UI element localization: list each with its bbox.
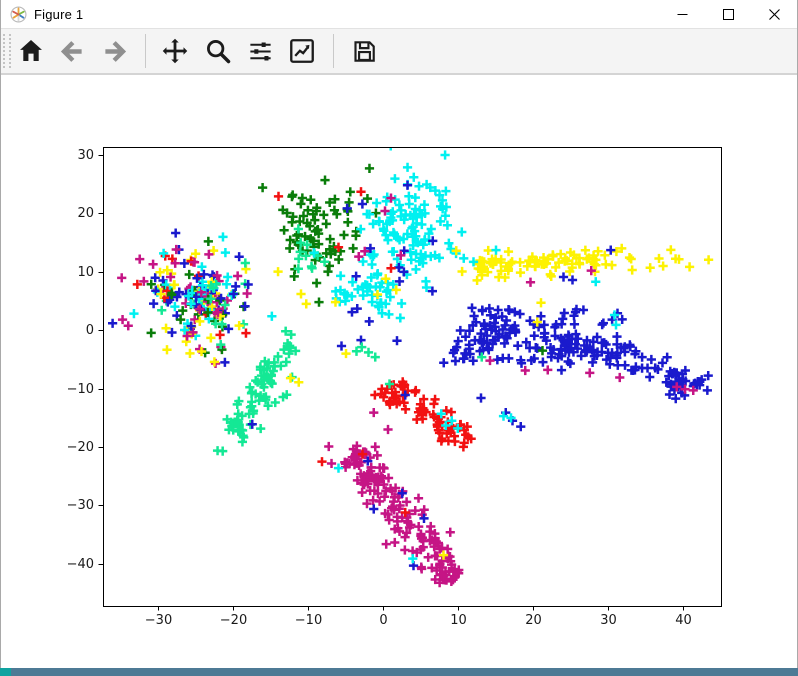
save-button[interactable] — [344, 31, 384, 71]
subplots-icon — [249, 42, 271, 60]
toolbar-separator — [145, 34, 146, 68]
figure-toolbar — [1, 28, 797, 75]
customize-button[interactable] — [282, 31, 322, 71]
zoom-icon — [207, 40, 231, 64]
back-arrow-icon — [60, 40, 82, 62]
back-button[interactable] — [51, 31, 91, 71]
forward-button[interactable] — [95, 31, 135, 71]
bottom-strip-accent — [0, 668, 11, 676]
home-icon — [20, 40, 42, 62]
pan-icon — [162, 38, 188, 64]
bottom-strip — [0, 668, 798, 676]
maximize-button[interactable] — [705, 0, 751, 28]
close-button[interactable] — [751, 0, 797, 28]
pan-button[interactable] — [155, 31, 195, 71]
window-controls — [659, 0, 797, 28]
window-title: Figure 1 — [34, 6, 84, 22]
toolbar-grip[interactable] — [3, 34, 11, 68]
forward-arrow-icon — [104, 40, 126, 62]
maximize-icon — [722, 8, 734, 20]
matplotlib-logo-icon — [10, 5, 27, 23]
home-button[interactable] — [11, 31, 51, 71]
figure-canvas[interactable] — [1, 76, 797, 668]
zoom-button[interactable] — [198, 31, 238, 71]
customize-icon — [290, 39, 314, 63]
save-icon — [353, 40, 375, 62]
titlebar: Figure 1 — [1, 0, 797, 28]
toolbar-separator — [333, 34, 334, 68]
close-icon — [768, 8, 780, 20]
minimize-button[interactable] — [659, 0, 705, 28]
minimize-icon — [677, 13, 687, 15]
figure-canvas-area — [1, 76, 797, 668]
subplots-button[interactable] — [240, 31, 280, 71]
